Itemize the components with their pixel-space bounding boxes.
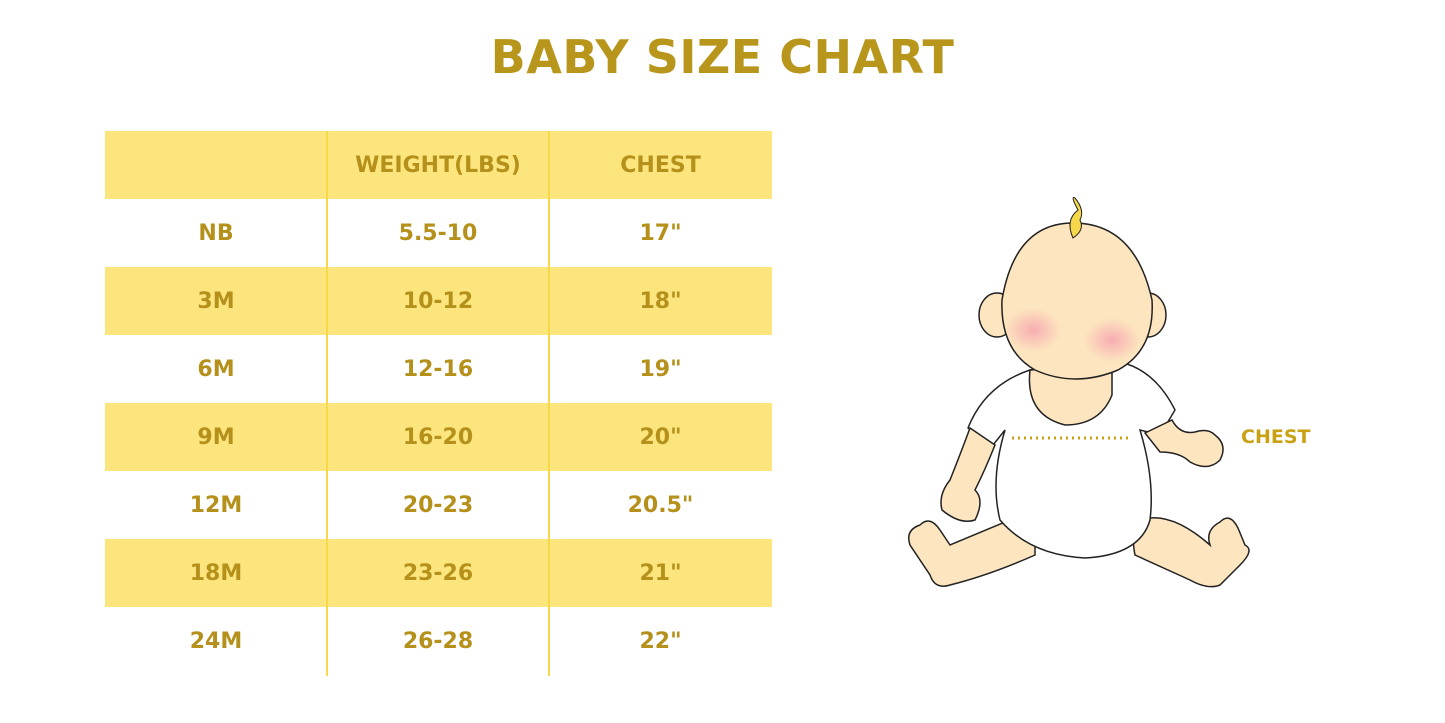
table-row: 3M 10-12 18"	[105, 267, 772, 335]
weight-cell: 26-28	[402, 628, 474, 654]
weight-cell: 5.5-10	[398, 220, 478, 246]
table-row: 6M 12-16 19"	[105, 335, 772, 403]
size-cell: 12M	[189, 492, 243, 518]
chest-cell: 22"	[639, 628, 682, 654]
table-row: 24M 26-28 22"	[105, 607, 772, 675]
size-cell: 6M	[197, 356, 235, 382]
header-cell: CHEST	[620, 152, 701, 178]
onesie	[967, 360, 1176, 559]
weight-cell: 12-16	[402, 356, 474, 382]
table-row: 12M 20-23 20.5"	[105, 471, 772, 539]
column-divider	[548, 131, 550, 676]
table-row: 18M 23-26 21"	[105, 539, 772, 607]
page-title: BABY SIZE CHART	[490, 30, 955, 84]
left-arm	[940, 426, 996, 522]
baby-illustration	[908, 197, 1250, 588]
neck	[1028, 364, 1113, 426]
right-cheek	[1084, 318, 1140, 362]
size-cell: 9M	[197, 424, 235, 450]
chest-cell: 19"	[639, 356, 682, 382]
table-header-row: WEIGHT(LBS) CHEST	[105, 131, 772, 199]
size-cell: 3M	[197, 288, 235, 314]
chest-cell: 17"	[639, 220, 682, 246]
table-row: NB 5.5-10 17"	[105, 199, 772, 267]
weight-cell: 10-12	[402, 288, 474, 314]
size-table: WEIGHT(LBS) CHEST NB 5.5-10 17" 3M 10-12…	[105, 131, 772, 675]
hair-curl	[1069, 197, 1083, 239]
table-row: 9M 16-20 20"	[105, 403, 772, 471]
right-arm	[1143, 419, 1224, 468]
left-cheek	[1005, 308, 1061, 352]
weight-cell: 16-20	[402, 424, 474, 450]
chest-cell: 20"	[639, 424, 682, 450]
size-cell: 18M	[189, 560, 243, 586]
right-leg	[1132, 517, 1250, 588]
weight-cell: 20-23	[402, 492, 474, 518]
column-divider	[326, 131, 328, 676]
chest-cell: 21"	[639, 560, 682, 586]
chest-cell: 18"	[639, 288, 682, 314]
chest-label: CHEST	[1241, 426, 1311, 448]
size-cell: NB	[198, 220, 234, 246]
weight-cell: 23-26	[402, 560, 474, 586]
header-cell: WEIGHT(LBS)	[355, 152, 521, 178]
chest-cell: 20.5"	[627, 492, 694, 518]
size-cell: 24M	[189, 628, 243, 654]
